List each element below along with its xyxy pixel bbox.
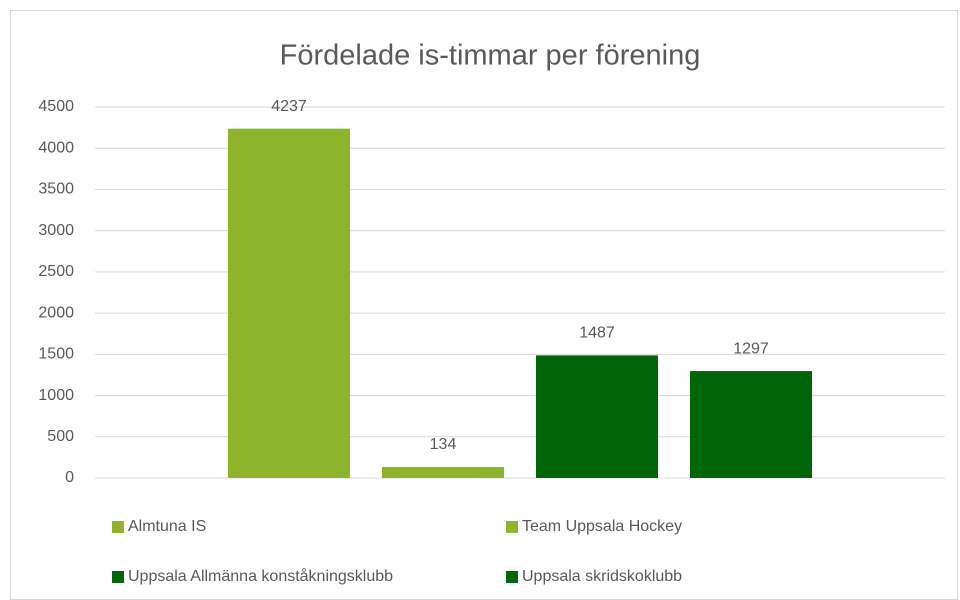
data-label: 1297 [733, 340, 769, 357]
legend-swatch [506, 571, 518, 583]
legend-swatch [112, 521, 124, 533]
bar [228, 128, 350, 478]
bar [690, 371, 812, 478]
y-tick-label: 2000 [38, 304, 74, 321]
y-tick-label: 500 [47, 428, 74, 445]
legend-label: Uppsala skridskoklubb [522, 568, 682, 585]
y-tick-label: 1000 [38, 387, 74, 404]
data-label: 134 [430, 436, 457, 453]
legend-label: Almtuna IS [128, 518, 206, 535]
y-tick-label: 4500 [38, 98, 74, 115]
legend-label: Uppsala Allmänna konståkningsklubb [128, 567, 393, 585]
y-tick-label: 2500 [38, 263, 74, 280]
y-tick-label: 3500 [38, 181, 74, 198]
bar [536, 355, 658, 478]
legend-label: Team Uppsala Hockey [522, 518, 682, 535]
chart-title: Fördelade is-timmar per förening [280, 40, 701, 72]
bar [382, 466, 504, 478]
legend-swatch [112, 571, 124, 583]
y-tick-label: 1500 [38, 346, 74, 363]
chart-border [10, 10, 958, 600]
y-tick-label: 0 [65, 469, 74, 486]
data-label: 4237 [271, 98, 307, 115]
y-tick-label: 3000 [38, 222, 74, 239]
y-tick-label: 4000 [38, 139, 74, 156]
legend-swatch [506, 521, 518, 533]
data-label: 1487 [579, 325, 615, 342]
